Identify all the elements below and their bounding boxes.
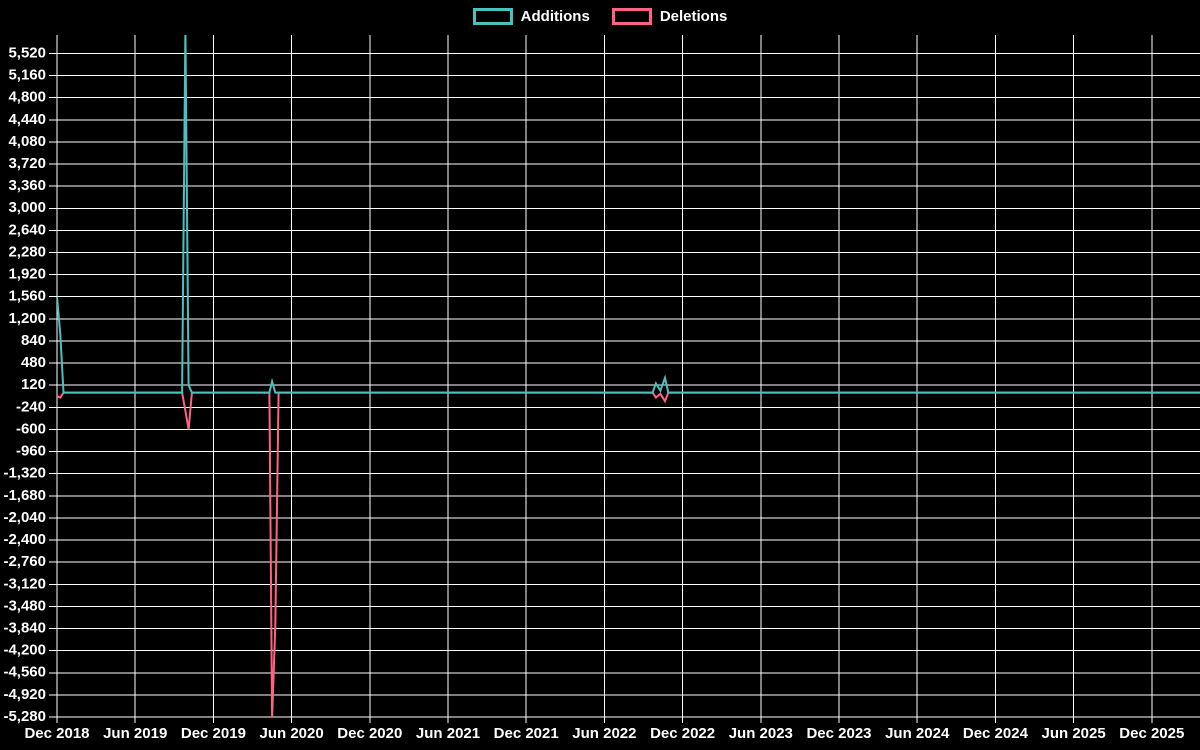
legend-swatch-additions-icon [472, 8, 513, 25]
y-tick-label: 4,440 [8, 111, 46, 128]
x-tick-label: Jun 2020 [259, 725, 323, 742]
legend-label-additions: Additions [520, 8, 590, 25]
series-line-deletions [57, 391, 1200, 717]
x-tick-label: Jun 2024 [885, 725, 950, 742]
y-tick-label: -4,200 [3, 642, 46, 659]
y-tick-label: 1,920 [8, 266, 46, 283]
chart-legend: Additions Deletions [0, 8, 1200, 25]
y-tick-label: -3,480 [3, 597, 46, 614]
x-tick-label: Jun 2019 [103, 725, 167, 742]
x-tick-label: Jun 2023 [729, 725, 793, 742]
y-tick-label: -1,320 [3, 465, 46, 482]
y-tick-label: 3,360 [8, 177, 46, 194]
y-tick-label: 2,640 [8, 221, 46, 238]
x-tick-label: Jun 2025 [1041, 725, 1105, 742]
y-tick-label: -4,920 [3, 686, 46, 703]
y-tick-label: 2,280 [8, 243, 46, 260]
y-tick-label: 5,160 [8, 67, 46, 84]
y-tick-label: -3,120 [3, 575, 46, 592]
x-tick-label: Jun 2022 [572, 725, 636, 742]
x-tick-label: Dec 2018 [24, 725, 89, 742]
y-tick-label: -600 [16, 420, 46, 437]
y-tick-label: -2,400 [3, 531, 46, 548]
legend-swatch-deletions-icon [611, 8, 652, 25]
y-tick-label: -1,680 [3, 487, 46, 504]
x-tick-label: Dec 2025 [1119, 725, 1184, 742]
y-tick-label: 4,800 [8, 89, 46, 106]
y-tick-label: -2,040 [3, 509, 46, 526]
y-tick-label: -3,840 [3, 619, 46, 636]
y-tick-label: 4,080 [8, 133, 46, 150]
y-tick-label: -4,560 [3, 664, 46, 681]
x-tick-label: Dec 2023 [806, 725, 871, 742]
x-tick-label: Dec 2021 [494, 725, 559, 742]
y-tick-label: -2,760 [3, 553, 46, 570]
x-tick-label: Jun 2021 [416, 725, 480, 742]
series-line-additions [57, 35, 1200, 394]
x-tick-label: Dec 2019 [181, 725, 246, 742]
y-tick-label: 1,560 [8, 288, 46, 305]
y-tick-label: 3,000 [8, 199, 46, 216]
legend-item-additions[interactable]: Additions [472, 8, 590, 25]
y-tick-label: 5,520 [8, 44, 46, 61]
y-tick-label: 1,200 [8, 310, 46, 327]
y-tick-label: 480 [21, 354, 46, 371]
y-tick-label: 120 [21, 376, 46, 393]
y-tick-label: -960 [16, 443, 46, 460]
y-tick-label: 840 [21, 332, 46, 349]
x-tick-label: Dec 2024 [963, 725, 1029, 742]
y-tick-label: -5,280 [3, 708, 46, 725]
x-tick-label: Dec 2020 [337, 725, 402, 742]
legend-item-deletions[interactable]: Deletions [611, 8, 728, 25]
y-tick-label: -240 [16, 398, 46, 415]
y-tick-label: 3,720 [8, 155, 46, 172]
legend-label-deletions: Deletions [659, 8, 728, 25]
x-tick-label: Dec 2022 [650, 725, 715, 742]
